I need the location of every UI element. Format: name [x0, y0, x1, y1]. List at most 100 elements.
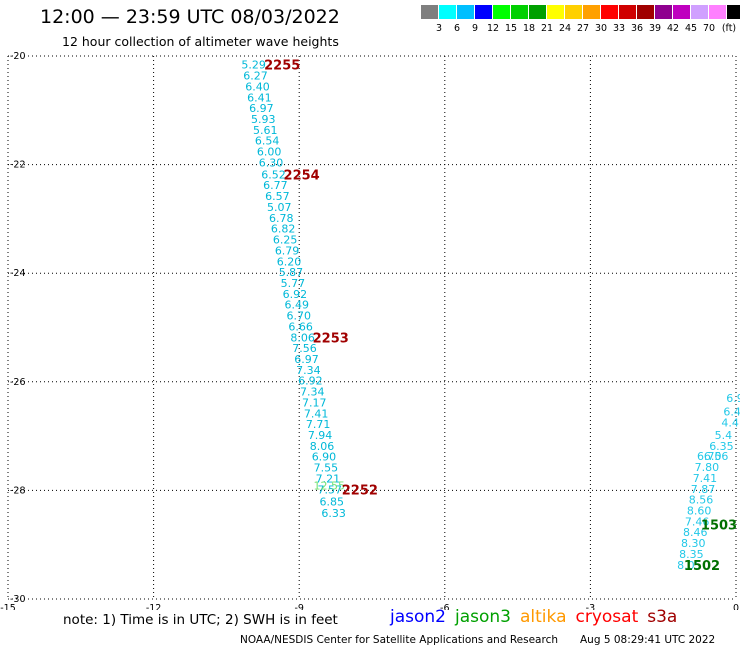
wave-height-value: 7.56: [292, 342, 317, 355]
wave-height-value: 8.30: [681, 537, 706, 550]
y-tick-label: -20: [10, 51, 26, 62]
wave-height-value: 6.92: [283, 288, 308, 301]
y-tick-label: -22: [10, 160, 26, 171]
colorbar-label: 33: [612, 23, 626, 34]
colorbar-label: 42: [666, 23, 680, 34]
wave-height-value: 6.56: [704, 450, 729, 463]
colorbar-label: 21: [540, 23, 554, 34]
wave-height-value: 6.66: [288, 320, 313, 333]
wave-height-value: 6.41: [247, 91, 272, 104]
colorbar-label: 15: [504, 23, 518, 34]
colorbar-label: 3: [435, 23, 443, 34]
wave-height-value: 7.94: [308, 429, 333, 442]
x-tick-label: -15: [0, 603, 16, 610]
colorbar-swatch: [619, 5, 637, 19]
pass-time-label: 1503: [701, 519, 737, 534]
wave-height-value: 7.87: [691, 483, 716, 496]
x-tick-label: -9: [294, 603, 303, 610]
wave-height-value: 6.49: [285, 299, 310, 312]
wave-height-value: 6.30: [259, 156, 284, 169]
colorbar-swatch: [421, 5, 439, 19]
wave-height-value: 6.54: [255, 135, 280, 148]
wave-height-value: 6.70: [286, 310, 311, 323]
colorbar-swatch: [583, 5, 601, 19]
wave-height-value: 7.17: [302, 396, 327, 409]
colorbar-label: 6: [453, 23, 461, 34]
wave-height-value: 5.93: [251, 113, 276, 126]
x-tick-label: 0: [733, 603, 739, 610]
wave-height-value: 6.25: [273, 234, 298, 247]
colorbar-unit: (ft): [721, 23, 737, 34]
wave-height-value: 5.87: [279, 266, 304, 279]
colorbar-label: 45: [684, 23, 698, 34]
chart-subtitle: 12 hour collection of altimeter wave hei…: [62, 34, 339, 49]
wave-height-value: 6.27: [243, 70, 268, 83]
wave-height-value: 8.06: [290, 331, 315, 344]
wave-height-value: 6.78: [269, 212, 294, 225]
wave-height-value: 6.79: [275, 244, 300, 257]
wave-height-value: 6.40: [245, 80, 270, 93]
colorbar-label: 36: [630, 23, 644, 34]
satellite-legend-item: s3a: [647, 607, 678, 627]
wave-height-value: 6.00: [257, 146, 282, 159]
colorbar-swatch: [529, 5, 547, 19]
wave-height-value: 7.55: [314, 462, 339, 475]
x-tick-label: -6: [440, 603, 449, 610]
wave-height-value: 6.92: [298, 375, 323, 388]
wave-height-value: 6.35: [709, 440, 734, 453]
wave-height-value: 6.4: [723, 406, 740, 419]
y-tick-label: -30: [10, 594, 26, 605]
colorbar-swatch: [475, 5, 493, 19]
wave-height-value: 8.56: [689, 494, 714, 507]
pass-time-label: 2252: [342, 483, 378, 498]
colorbar-label: 12: [486, 23, 500, 34]
wave-height-value: 4.4: [721, 417, 739, 430]
wave-height-value: 8.05: [677, 559, 702, 572]
wave-height-value: 5.29: [241, 59, 266, 72]
colorbar-swatch: [547, 5, 565, 19]
wave-height-value: 6.20: [277, 255, 302, 268]
wave-height-plot: -15 -12 -9 -6 -3 0-20-22-24-26-28-305.296.276…: [0, 51, 740, 610]
generated-time: Aug 5 08:29:41 UTC 2022: [580, 634, 716, 646]
wave-height-value: 6.57: [265, 190, 290, 203]
wave-height-value: 7.71: [306, 418, 331, 431]
colorbar-label: 9: [471, 23, 479, 34]
colorbar-swatch: [637, 5, 655, 19]
satellite-legend-item: altika: [520, 607, 567, 627]
colorbar-label: 18: [522, 23, 536, 34]
wave-height-value: 6.97: [249, 102, 274, 115]
footer-note: note: 1) Time is in UTC; 2) SWH is in fe…: [63, 612, 338, 628]
colorbar-swatch: [709, 5, 727, 19]
wave-height-value: 5.77: [281, 277, 306, 290]
wave-height-value: 8.46: [683, 526, 708, 539]
wave-height-value: 8.60: [687, 504, 712, 517]
wave-height-value: 6.33: [321, 507, 346, 520]
wave-height-value: 6.9: [726, 392, 740, 405]
x-tick-label: -12: [146, 603, 162, 610]
pass-time-label: 2255: [264, 59, 300, 74]
wave-height-value: 5.07: [267, 201, 292, 214]
wave-height-value: 7.41: [693, 472, 718, 485]
wave-height-value: 7.57: [318, 483, 343, 496]
wave-height-value: 6.52: [261, 168, 286, 181]
wave-height-value: 6.82: [271, 223, 296, 236]
wave-height-value: 6.70: [697, 450, 722, 463]
x-tick-label: -3: [586, 603, 595, 610]
colorbar-swatch: [673, 5, 691, 19]
wave-height-value: 7.34: [300, 386, 325, 399]
wave-height-value: 7.80: [695, 461, 720, 474]
pass-time-label: 1502: [684, 559, 720, 574]
satellite-legend-item: cryosat: [575, 607, 639, 627]
pass-time-label: 2253: [313, 331, 349, 346]
colorbar-label: 30: [594, 23, 608, 34]
chart-title: 12:00 — 23:59 UTC 08/03/2022: [40, 6, 340, 28]
satellite-legend: jason2 jason3 altika cryosat s3a: [390, 607, 686, 627]
pass-time-label: 2254: [284, 168, 320, 183]
y-tick-label: -28: [10, 485, 26, 496]
credit-text: NOAA/NESDIS Center for Satellite Applica…: [240, 634, 558, 646]
colorbar-swatch: [565, 5, 583, 19]
wave-height-value: 6.85: [319, 495, 344, 508]
colorbar-swatch: [439, 5, 457, 19]
colorbar-swatch: [655, 5, 673, 19]
wave-height-value: 6.77: [263, 179, 288, 192]
